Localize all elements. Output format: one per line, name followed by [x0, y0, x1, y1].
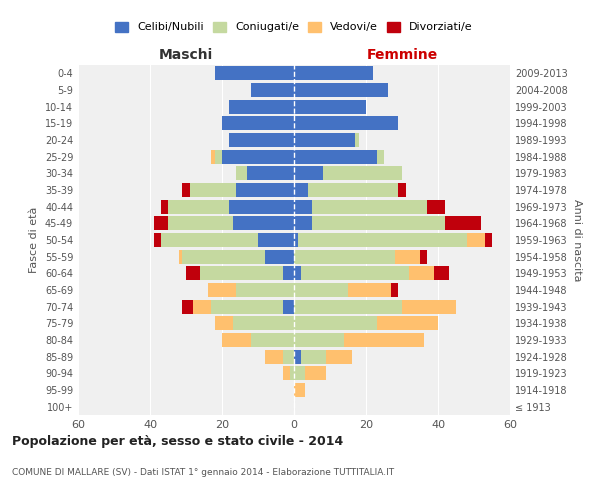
Bar	[283, 366, 290, 380]
Bar	[445, 216, 481, 230]
Bar	[294, 66, 373, 80]
Bar	[294, 116, 398, 130]
Bar	[294, 200, 312, 214]
Bar	[294, 250, 395, 264]
Bar	[283, 350, 294, 364]
Bar	[236, 166, 247, 180]
Bar	[391, 283, 398, 297]
Bar	[308, 183, 398, 197]
Bar	[467, 233, 485, 247]
Bar	[200, 266, 283, 280]
Bar	[283, 300, 294, 314]
Bar	[377, 150, 384, 164]
Bar	[434, 266, 449, 280]
Bar	[294, 183, 308, 197]
Bar	[211, 300, 283, 314]
Bar	[377, 316, 438, 330]
Bar	[222, 333, 251, 347]
Bar	[398, 183, 406, 197]
Bar	[294, 316, 377, 330]
Bar	[247, 166, 294, 180]
Text: COMUNE DI MALLARE (SV) - Dati ISTAT 1° gennaio 2014 - Elaborazione TUTTITALIA.IT: COMUNE DI MALLARE (SV) - Dati ISTAT 1° g…	[12, 468, 394, 477]
Bar	[294, 133, 355, 147]
Bar	[294, 383, 305, 397]
Bar	[182, 300, 193, 314]
Bar	[236, 283, 294, 297]
Bar	[294, 266, 301, 280]
Text: Popolazione per età, sesso e stato civile - 2014: Popolazione per età, sesso e stato civil…	[12, 435, 343, 448]
Bar	[301, 350, 326, 364]
Bar	[294, 300, 402, 314]
Bar	[395, 250, 420, 264]
Bar	[236, 183, 294, 197]
Bar	[222, 150, 294, 164]
Bar	[193, 300, 211, 314]
Bar	[215, 66, 294, 80]
Bar	[222, 116, 294, 130]
Bar	[265, 250, 294, 264]
Bar	[233, 216, 294, 230]
Legend: Celibi/Nubili, Coniugati/e, Vedovi/e, Divorziati/e: Celibi/Nubili, Coniugati/e, Vedovi/e, Di…	[115, 22, 473, 32]
Bar	[294, 366, 305, 380]
Bar	[290, 366, 294, 380]
Bar	[294, 150, 377, 164]
Bar	[294, 350, 301, 364]
Bar	[229, 100, 294, 114]
Bar	[294, 83, 388, 97]
Bar	[348, 283, 391, 297]
Bar	[298, 233, 467, 247]
Bar	[154, 233, 161, 247]
Y-axis label: Anni di nascita: Anni di nascita	[572, 198, 581, 281]
Text: Maschi: Maschi	[159, 48, 213, 62]
Bar	[294, 333, 344, 347]
Bar	[485, 233, 492, 247]
Bar	[355, 133, 359, 147]
Bar	[265, 350, 283, 364]
Bar	[294, 216, 312, 230]
Bar	[258, 233, 294, 247]
Bar	[215, 150, 222, 164]
Bar	[420, 250, 427, 264]
Bar	[161, 233, 258, 247]
Bar	[233, 316, 294, 330]
Bar	[294, 100, 366, 114]
Y-axis label: Fasce di età: Fasce di età	[29, 207, 39, 273]
Bar	[168, 200, 229, 214]
Bar	[190, 183, 236, 197]
Bar	[283, 266, 294, 280]
Bar	[301, 266, 409, 280]
Bar	[305, 366, 326, 380]
Bar	[229, 200, 294, 214]
Bar	[208, 283, 236, 297]
Bar	[251, 83, 294, 97]
Bar	[409, 266, 434, 280]
Bar	[326, 350, 352, 364]
Bar	[215, 316, 233, 330]
Bar	[182, 250, 265, 264]
Bar	[312, 200, 427, 214]
Bar	[294, 283, 348, 297]
Bar	[427, 200, 445, 214]
Bar	[154, 216, 168, 230]
Bar	[182, 183, 190, 197]
Bar	[251, 333, 294, 347]
Bar	[229, 133, 294, 147]
Bar	[186, 266, 200, 280]
Bar	[168, 216, 233, 230]
Bar	[294, 233, 298, 247]
Bar	[211, 150, 215, 164]
Bar	[402, 300, 456, 314]
Text: Femmine: Femmine	[367, 48, 437, 62]
Bar	[344, 333, 424, 347]
Bar	[312, 216, 445, 230]
Bar	[294, 166, 323, 180]
Bar	[323, 166, 402, 180]
Bar	[179, 250, 182, 264]
Bar	[161, 200, 168, 214]
